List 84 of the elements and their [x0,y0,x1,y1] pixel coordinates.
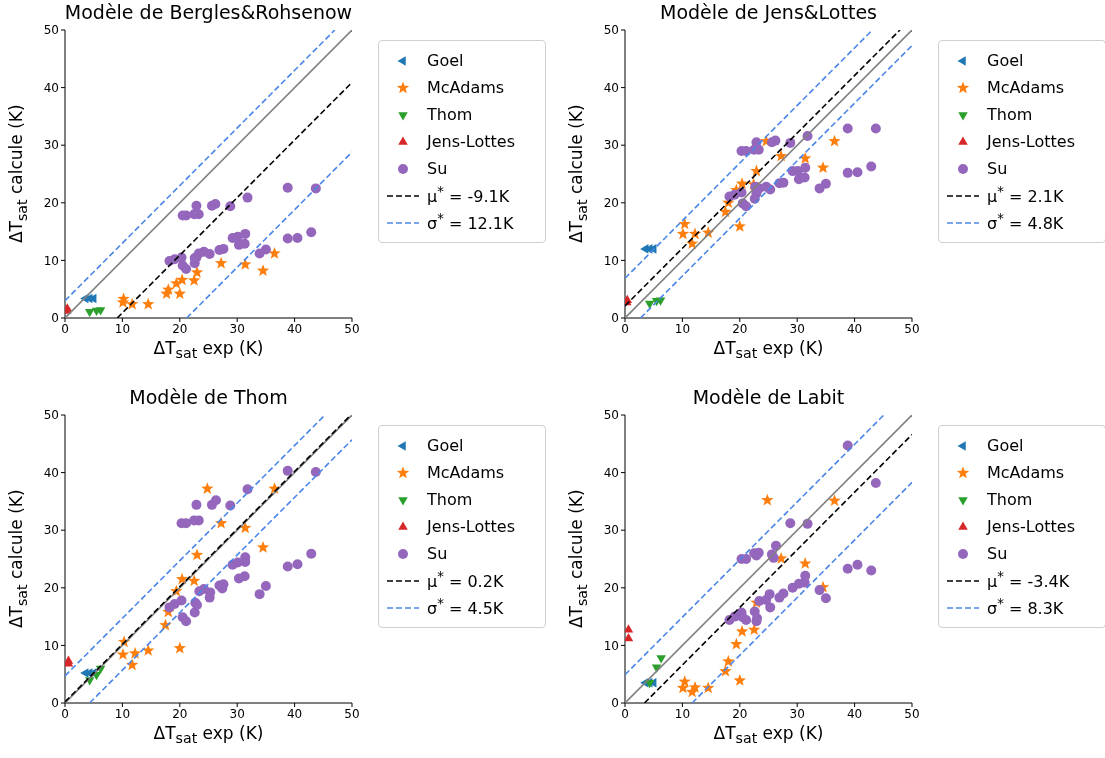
y-tick-label: 0 [611,696,619,711]
x-tick-label: 30 [789,321,805,336]
legend-label: Jens-Lottes [987,517,1075,536]
x-tick-label: 50 [904,706,920,721]
legend-label: μ$^{*}$ = 2.1K [987,184,1064,207]
legend-label: μ$^{*}$ = -3.4K [987,569,1070,592]
x-axis-title: ΔT$_{sat}$ exp (K) [712,338,825,362]
y-tick-label: 30 [603,523,619,538]
y-tick-label: 50 [603,408,619,423]
x-axis-title: ΔT$_{sat}$ exp (K) [152,338,265,362]
legend-label: Goel [427,51,464,70]
y-tick-label: 10 [603,253,619,268]
x-tick-label: 40 [286,706,303,721]
legend-label: Thom [987,490,1033,509]
x-tick-label: 40 [286,321,303,336]
legend-label: Su [427,544,448,563]
y-tick-label: 30 [603,138,619,153]
x-tick-label: 30 [229,321,245,336]
y-tick-label: 0 [51,311,59,326]
y-tick-label: 40 [43,465,59,480]
y-tick-label: 30 [43,523,59,538]
x-tick-label: 10 [674,706,691,721]
legend-label: σ$^{*}$ = 8.3K [987,596,1064,619]
x-tick-label: 20 [732,706,748,721]
legend-label: McAdams [987,78,1065,97]
legend-label: Goel [987,51,1024,70]
x-tick-label: 30 [229,706,245,721]
legend-label: σ$^{*}$ = 12.1K [427,211,514,234]
chart-title: Modèle de Thom [128,386,289,408]
x-tick-label: 20 [732,321,748,336]
x-tick-label: 30 [789,706,805,721]
legend-label: McAdams [427,78,505,97]
x-axis-title: ΔT$_{sat}$ exp (K) [152,723,265,747]
legend-label: Jens-Lottes [987,132,1075,151]
x-tick-label: 40 [846,706,863,721]
legend-label: Jens-Lottes [427,517,515,536]
y-tick-label: 40 [603,465,619,480]
x-tick-label: 20 [172,706,188,721]
legend-label: Su [427,159,448,178]
y-tick-label: 20 [603,581,619,596]
x-tick-label: 10 [114,706,131,721]
legend-label: Jens-Lottes [427,132,515,151]
x-tick-label: 20 [172,321,188,336]
y-tick-label: 20 [43,196,59,211]
x-tick-label: 50 [904,321,920,336]
legend-label: Su [987,159,1008,178]
x-tick-label: 50 [344,321,360,336]
x-axis-title: ΔT$_{sat}$ exp (K) [712,723,825,747]
y-tick-label: 10 [43,253,59,268]
y-tick-label: 10 [43,638,59,653]
chart-title: Modèle de Labit [691,386,846,408]
y-tick-label: 40 [43,80,59,95]
x-tick-label: 50 [344,706,360,721]
legend-label: μ$^{*}$ = 0.2K [427,569,504,592]
chart-title: Modèle de Bergles&Rohsenow [63,1,354,23]
y-tick-label: 50 [43,23,59,38]
legend-label: Goel [987,436,1024,455]
x-tick-label: 40 [846,321,863,336]
x-tick-label: 10 [674,321,691,336]
legend-label: σ$^{*}$ = 4.8K [987,211,1064,234]
x-tick-label: 0 [61,706,69,721]
y-tick-label: 0 [611,311,619,326]
legend-label: Goel [427,436,464,455]
legend-label: Su [987,544,1008,563]
x-tick-label: 0 [621,321,629,336]
legend-label: σ$^{*}$ = 4.5K [427,596,504,619]
y-tick-label: 50 [603,23,619,38]
legend-label: μ$^{*}$ = -9.1K [427,184,510,207]
x-tick-label: 0 [61,321,69,336]
y-tick-label: 40 [603,80,619,95]
legend-label: Thom [427,105,473,124]
legend-label: Thom [427,490,473,509]
x-tick-label: 0 [621,706,629,721]
y-tick-label: 30 [43,138,59,153]
x-tick-label: 10 [114,321,131,336]
y-tick-label: 50 [43,408,59,423]
legend-label: McAdams [987,463,1065,482]
legend-label: McAdams [427,463,505,482]
y-tick-label: 0 [51,696,59,711]
y-tick-label: 20 [603,196,619,211]
y-tick-label: 10 [603,638,619,653]
y-tick-label: 20 [43,581,59,596]
legend-label: Thom [987,105,1033,124]
chart-title: Modèle de Jens&Lottes [659,1,878,23]
